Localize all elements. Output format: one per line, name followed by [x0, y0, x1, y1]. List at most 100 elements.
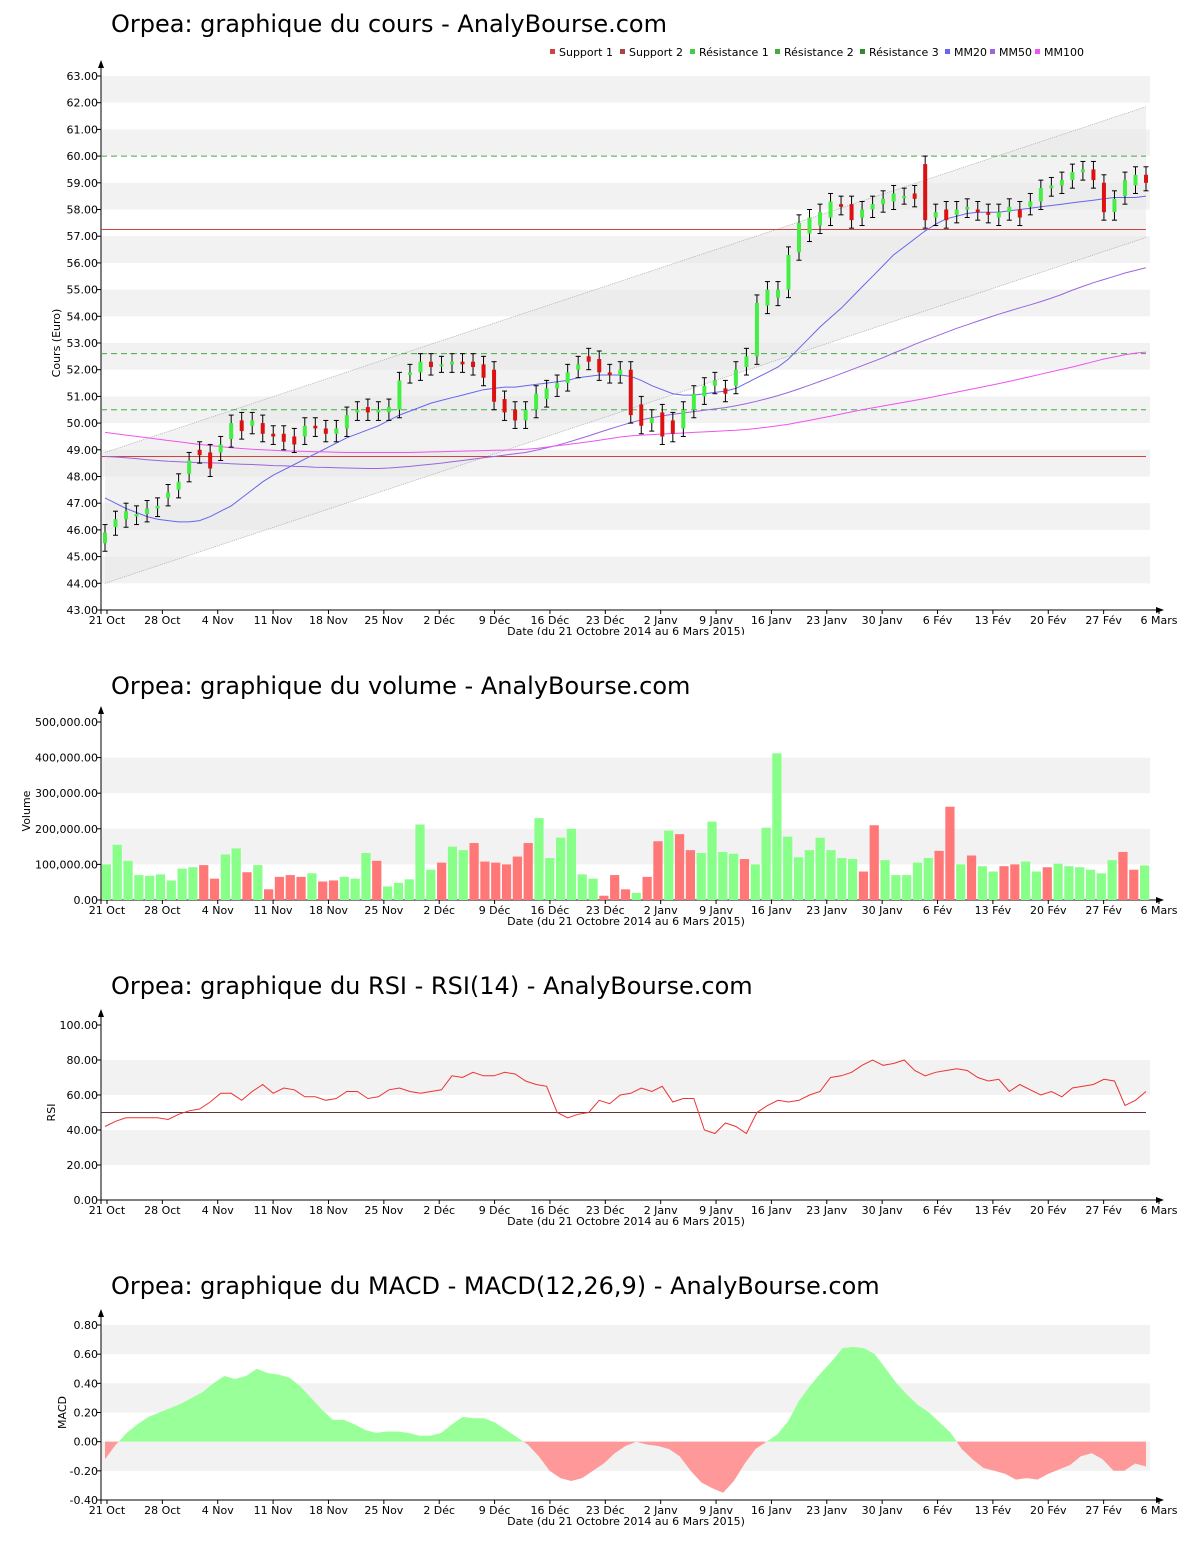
candle — [849, 195, 855, 229]
volume-bar — [447, 846, 458, 900]
volume-bar — [404, 879, 414, 900]
candle — [281, 425, 287, 451]
candle-body — [1091, 169, 1096, 181]
candle-body — [986, 212, 991, 215]
candle — [933, 203, 939, 227]
y-tick-label: 56.00 — [67, 257, 99, 270]
price-chart: 43.00 44.00 45.00 46.00 47.00 48.00 49.00 50.00… — [50, 46, 1178, 635]
candle — [554, 374, 560, 397]
legend-swatch — [620, 49, 625, 54]
price-panel: Orpea: graphique du cours - AnalyBourse.… — [0, 10, 1200, 635]
moving-average-mm100 — [104, 351, 1147, 453]
y-axis-arrow — [98, 1309, 104, 1317]
candle-body — [744, 356, 749, 368]
candle — [722, 379, 728, 403]
volume-bar — [761, 827, 771, 900]
volume-bar — [264, 889, 274, 900]
x-tick-label: 4 Nov — [202, 1204, 234, 1217]
volume-bar — [231, 848, 241, 900]
candle-body — [828, 201, 833, 218]
volume-bar — [1096, 873, 1106, 900]
candle — [922, 155, 928, 229]
x-tick-label: 13 Fév — [975, 614, 1012, 627]
x-tick-label: 16 Janv — [751, 904, 792, 917]
candle-body — [1122, 180, 1127, 197]
macd-negative-area — [956, 1441, 1146, 1480]
volume-bar — [177, 868, 187, 900]
x-tick-label: 2 Déc — [423, 904, 455, 917]
volume-bar — [783, 836, 793, 900]
candle — [544, 379, 550, 408]
candle-body — [712, 380, 717, 386]
candle-body — [881, 198, 886, 205]
x-axis-arrow — [1156, 897, 1164, 903]
candle-body — [239, 420, 244, 432]
volume-bar — [556, 837, 566, 900]
y-tick-label: 55.00 — [67, 284, 99, 297]
x-tick-label: 6 Mars — [1141, 1204, 1178, 1217]
volume-bar — [382, 886, 393, 900]
candle-body — [1007, 206, 1012, 213]
candle — [628, 361, 634, 424]
legend-swatch — [945, 49, 950, 54]
candle-body — [523, 409, 528, 421]
x-tick-label: 20 Fév — [1030, 614, 1067, 627]
x-tick-label: 30 Janv — [862, 614, 903, 627]
x-tick-label: 21 Oct — [89, 1204, 126, 1217]
volume-bar — [307, 873, 317, 900]
candle — [470, 353, 476, 376]
volume-bar — [285, 875, 295, 900]
y-tick-label: 50.00 — [67, 417, 99, 430]
candle — [523, 401, 529, 429]
grid-band — [101, 556, 1150, 584]
candle-body — [302, 425, 307, 437]
y-axis-arrow — [98, 60, 104, 68]
y-axis-title: Cours (Euro) — [50, 309, 63, 378]
y-tick-label: 46.00 — [67, 524, 99, 537]
candle-body — [670, 420, 675, 434]
candle — [901, 187, 907, 205]
volume-bar — [361, 853, 371, 900]
legend-swatch — [860, 49, 865, 54]
candle-body — [334, 428, 339, 434]
price-chart-title: Orpea: graphique du cours - AnalyBourse.… — [111, 10, 667, 38]
volume-bar — [155, 874, 166, 900]
x-tick-label: 18 Nov — [309, 1204, 348, 1217]
candle-body — [376, 409, 381, 413]
candle — [354, 401, 360, 421]
candle — [817, 203, 823, 235]
x-axis-title: Date (du 21 Octobre 2014 au 6 Mars 2015) — [507, 1515, 745, 1528]
x-axis-title: Date (du 21 Octobre 2014 au 6 Mars 2015) — [507, 1215, 745, 1228]
y-tick-label: 400,000.00 — [35, 752, 98, 765]
candle-body — [923, 164, 928, 221]
candle — [218, 435, 224, 461]
x-tick-label: 16 Déc — [531, 1504, 570, 1517]
y-tick-label: 500,000.00 — [35, 716, 98, 729]
candle — [407, 363, 413, 384]
candle — [481, 355, 487, 387]
volume-bar — [1031, 871, 1042, 900]
candle-body — [397, 380, 402, 410]
candle-body — [765, 289, 770, 306]
candle — [365, 398, 371, 421]
rsi-line — [104, 1059, 1147, 1135]
x-tick-label: 18 Nov — [309, 904, 348, 917]
candle — [954, 200, 960, 224]
candle — [460, 353, 466, 373]
candle-body — [544, 388, 549, 400]
candle-body — [607, 372, 612, 376]
candle-body — [166, 492, 171, 498]
candle — [985, 203, 991, 224]
candle — [449, 353, 455, 373]
x-tick-label: 30 Janv — [862, 1504, 903, 1517]
trend-channel — [105, 106, 1146, 584]
candle-body — [1017, 209, 1022, 218]
candle-body — [597, 359, 602, 373]
candle — [417, 353, 423, 381]
y-axis-arrow — [98, 706, 104, 714]
candle-body — [639, 404, 644, 426]
candle — [1090, 160, 1096, 189]
volume-bar — [134, 875, 144, 900]
candle — [565, 363, 571, 392]
y-tick-label: 60.00 — [67, 150, 99, 163]
